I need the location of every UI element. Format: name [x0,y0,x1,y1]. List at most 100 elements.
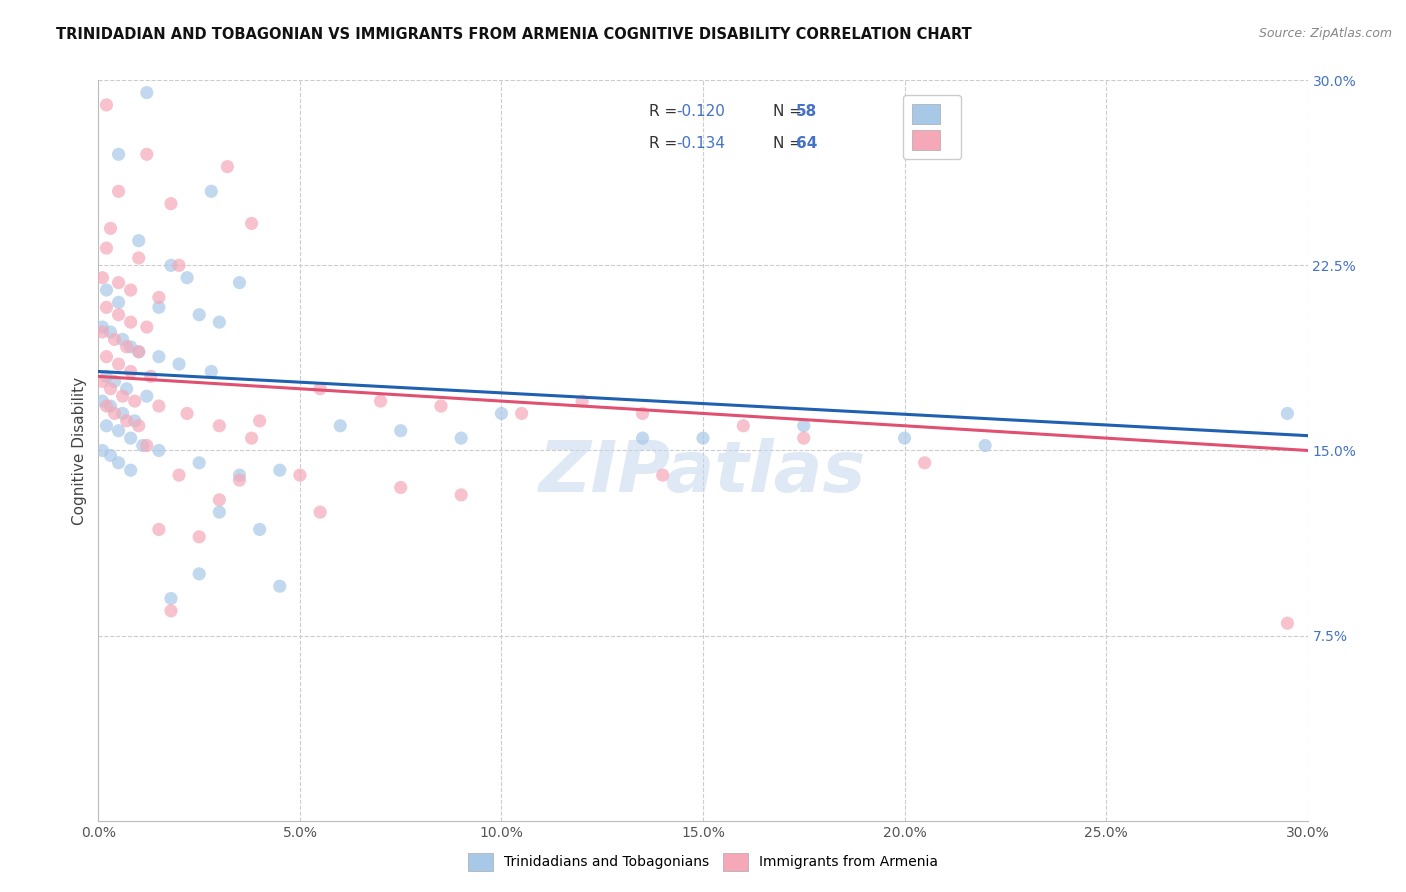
Point [111,332,134,346]
Point [107,308,129,322]
Legend: , : , [903,95,962,159]
Point [269,579,291,593]
Point [188,530,211,544]
Point [167,259,190,273]
Text: 58: 58 [796,103,817,119]
Point [309,382,332,396]
Point [631,431,654,445]
Point [107,184,129,198]
Text: TRINIDADIAN AND TOBAGONIAN VS IMMIGRANTS FROM ARMENIA COGNITIVE DISABILITY CORRE: TRINIDADIAN AND TOBAGONIAN VS IMMIGRANTS… [56,27,972,42]
Point [120,340,142,354]
Point [188,456,211,470]
Point [188,308,211,322]
Legend: Trinidadians and Tobagonians, Immigrants from Armenia: Trinidadians and Tobagonians, Immigrants… [463,847,943,876]
Point [91,325,114,339]
Point [249,523,271,537]
Point [450,488,472,502]
Point [107,424,129,438]
Point [208,492,231,507]
Point [692,431,714,445]
Point [240,216,263,230]
Text: -0.120: -0.120 [676,103,725,119]
Point [115,414,138,428]
Point [100,325,122,339]
Point [100,221,122,235]
Point [793,431,815,445]
Point [96,301,118,315]
Point [103,407,125,421]
Point [309,505,332,519]
Point [100,399,122,413]
Point [269,463,291,477]
Point [91,394,114,409]
Point [893,431,915,445]
Point [148,350,170,364]
Point [733,418,755,433]
Point [91,443,114,458]
Point [329,418,352,433]
Point [208,418,231,433]
Point [107,147,129,161]
Point [128,344,150,359]
Point [135,389,157,403]
Point [103,375,125,389]
Point [160,196,183,211]
Point [208,505,231,519]
Point [288,468,311,483]
Point [160,604,183,618]
Point [96,399,118,413]
Point [128,344,150,359]
Text: R =: R = [648,136,682,151]
Point [148,290,170,304]
Point [450,431,472,445]
Point [103,332,125,346]
Point [491,407,513,421]
Point [571,394,593,409]
Point [135,147,157,161]
Point [389,424,412,438]
Point [631,407,654,421]
Text: N =: N = [773,103,807,119]
Point [167,357,190,371]
Point [1277,616,1299,631]
Point [96,350,118,364]
Point [128,234,150,248]
Point [139,369,162,384]
Point [208,315,231,329]
Point [249,414,271,428]
Point [148,523,170,537]
Point [1277,407,1299,421]
Point [148,443,170,458]
Point [167,468,190,483]
Point [228,473,250,487]
Point [135,438,157,452]
Point [96,418,118,433]
Point [160,259,183,273]
Point [120,283,142,297]
Text: 64: 64 [796,136,817,151]
Point [91,320,114,334]
Point [115,382,138,396]
Point [240,431,263,445]
Point [96,98,118,112]
Point [160,591,183,606]
Point [111,407,134,421]
Point [91,270,114,285]
Point [120,431,142,445]
Point [176,407,198,421]
Point [96,283,118,297]
Point [651,468,673,483]
Point [228,276,250,290]
Text: Source: ZipAtlas.com: Source: ZipAtlas.com [1258,27,1392,40]
Point [124,414,146,428]
Point [135,320,157,334]
Point [200,184,222,198]
Point [128,418,150,433]
Point [100,449,122,463]
Point [124,394,146,409]
Point [793,418,815,433]
Point [370,394,392,409]
Point [132,438,155,452]
Point [107,276,129,290]
Point [389,480,412,494]
